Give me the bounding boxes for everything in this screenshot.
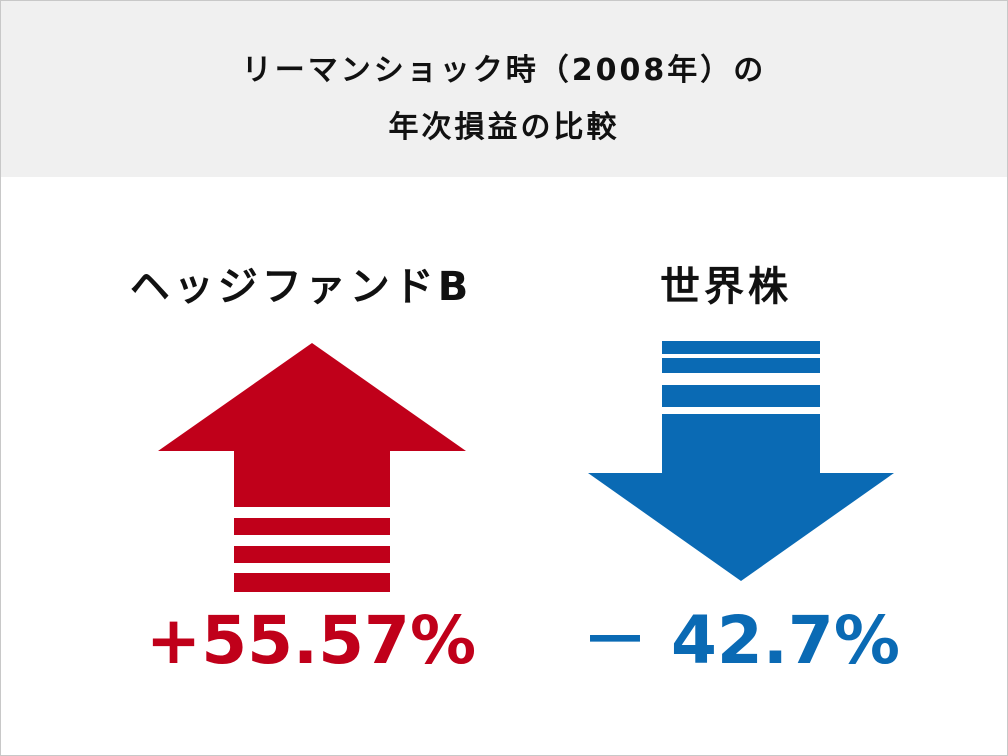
header-band: リーマンショック時（2008年）の 年次損益の比較 (1, 1, 1007, 177)
hedge-fund-arrow-stripe-2 (234, 546, 390, 563)
world-stocks-arrow-body (588, 414, 894, 581)
title-line-2: 年次損益の比較 (388, 110, 620, 145)
world-stocks-label: 世界株 (660, 264, 792, 310)
hedge-fund-value: +55.57% (145, 602, 477, 679)
hedge-fund-arrow-head (158, 343, 466, 507)
hedge-fund-arrow-stripe-1 (234, 518, 390, 535)
title-line-1: リーマンショック時（2008年）の (241, 53, 767, 88)
hedge-fund-label: ヘッジファンドB (129, 264, 473, 310)
world-stocks-arrow-stripe-1 (662, 341, 820, 354)
world-stocks-arrow-stripe-2 (662, 358, 820, 373)
hedge-fund-arrow-stripe-3 (234, 573, 390, 592)
world-stocks-value: － 42.7% (582, 602, 900, 679)
world-stocks-arrow-stripe-3 (662, 385, 820, 407)
